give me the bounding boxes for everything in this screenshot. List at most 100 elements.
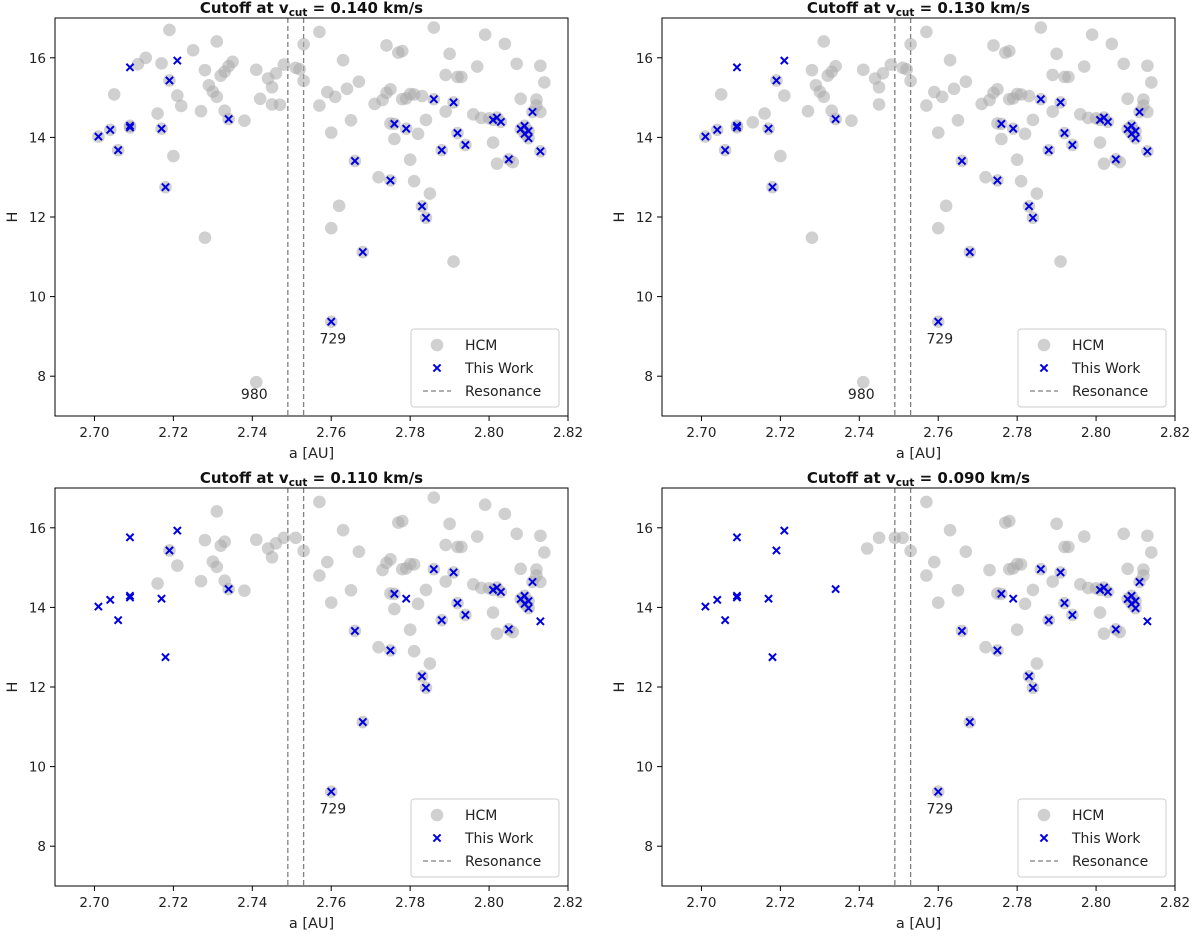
hcm-point — [419, 583, 433, 597]
x-tick-label: 2.74 — [844, 425, 874, 441]
y-tick-label: 10 — [636, 290, 653, 306]
hcm-point — [265, 550, 279, 564]
hcm-point — [403, 153, 417, 166]
hcm-point — [163, 23, 176, 37]
this-work-point — [780, 56, 789, 65]
hcm-point — [277, 58, 291, 71]
x-tick-label: 2.82 — [553, 425, 583, 441]
this-work-point — [105, 595, 115, 605]
legend-this-work-marker — [1039, 363, 1049, 373]
annotation-label: 729 — [926, 331, 953, 347]
annotation-label: 729 — [926, 801, 953, 817]
hcm-point — [297, 544, 310, 558]
hcm-point — [1077, 60, 1091, 73]
this-work-point — [401, 594, 411, 603]
hcm-point — [210, 90, 224, 104]
hcm-point — [372, 170, 385, 184]
y-tick-label: 14 — [29, 600, 46, 616]
hcm-point — [324, 596, 338, 609]
y-axis-label: H — [612, 682, 628, 693]
hcm-point — [388, 602, 401, 616]
this-work-point — [997, 119, 1006, 129]
this-work-point — [1044, 615, 1054, 625]
this-work-point — [957, 626, 967, 636]
hcm-point — [238, 584, 251, 597]
hcm-point — [1085, 28, 1099, 42]
hcm-point — [249, 533, 263, 547]
this-work-point — [125, 593, 135, 602]
chart-title: Cutoff at vcut = 0.130 km/s — [807, 0, 1030, 19]
hcm-point — [297, 37, 310, 51]
this-work-point — [780, 526, 789, 535]
legend-hcm-marker — [430, 808, 444, 822]
hcm-point — [443, 517, 456, 531]
this-work-point — [453, 128, 462, 138]
hcm-point — [920, 25, 933, 39]
x-tick-label: 2.74 — [237, 425, 267, 441]
hcm-point — [931, 596, 945, 609]
hcm-point — [198, 63, 212, 77]
this-work-point — [1131, 596, 1140, 606]
legend-label: This Work — [464, 361, 534, 377]
legend-box — [410, 798, 560, 878]
this-work-point — [965, 247, 975, 257]
this-work-point — [421, 683, 431, 693]
legend: HCM This Work Resonance — [1017, 798, 1167, 878]
hcm-point — [171, 89, 184, 102]
hcm-point — [324, 126, 338, 139]
x-tick-label: 2.72 — [765, 895, 795, 911]
hcm-point — [1002, 514, 1016, 528]
legend-box — [410, 328, 560, 408]
this-work-point — [524, 126, 533, 136]
hcm-point — [778, 89, 791, 102]
hcm-point — [1046, 575, 1059, 588]
hcm-point — [904, 544, 917, 558]
hcm-point — [1093, 606, 1107, 619]
hcm-point — [920, 495, 933, 509]
this-work-point — [1060, 598, 1069, 608]
x-axis-label: a [AU] — [289, 916, 334, 932]
hcm-point — [1018, 597, 1032, 611]
hcm-point — [774, 149, 787, 163]
hcm-point — [423, 657, 437, 670]
hcm-point — [1141, 59, 1154, 73]
subplot-1: 980 729 2.70 2.72 2.74 2.76 2.78 2.80 2.82 8 10 12 1… — [5, 0, 583, 462]
this-work-point — [350, 626, 360, 636]
x-tick-label: 2.74 — [844, 895, 874, 911]
this-work-point — [524, 596, 533, 606]
this-work-point — [429, 564, 439, 574]
hcm-point — [490, 157, 504, 170]
hcm-point — [943, 523, 957, 537]
hcm-point — [253, 92, 267, 106]
hcm-point — [439, 575, 452, 588]
y-tick-label: 16 — [636, 51, 653, 67]
hcm-point — [340, 82, 354, 96]
y-tick-label: 12 — [636, 210, 653, 226]
this-work-point — [1008, 594, 1018, 603]
hcm-point — [904, 74, 917, 88]
this-work-point — [1060, 128, 1069, 138]
this-work-point — [1143, 147, 1152, 156]
this-work-point — [764, 594, 773, 603]
hcm-point — [490, 627, 504, 640]
hcm-point — [407, 558, 421, 571]
this-work-point — [732, 123, 742, 132]
hcm-point — [514, 92, 527, 106]
hcm-point — [403, 623, 417, 636]
hcm-point — [1026, 113, 1040, 127]
hcm-point — [419, 113, 433, 127]
y-tick-label: 10 — [636, 760, 653, 776]
this-work-point — [429, 94, 439, 104]
hcm-point — [411, 127, 425, 141]
this-work-point — [417, 671, 427, 681]
hcm-point — [380, 39, 393, 52]
hcm-point — [1046, 105, 1059, 118]
hcm-point — [470, 530, 484, 543]
hcm-point — [411, 597, 425, 611]
legend-label: HCM — [1072, 338, 1104, 354]
hcm-point — [328, 90, 342, 104]
hcm-point — [198, 533, 212, 547]
hcm-point — [1030, 187, 1044, 200]
hcm-point — [746, 115, 760, 129]
this-work-point — [496, 117, 506, 127]
